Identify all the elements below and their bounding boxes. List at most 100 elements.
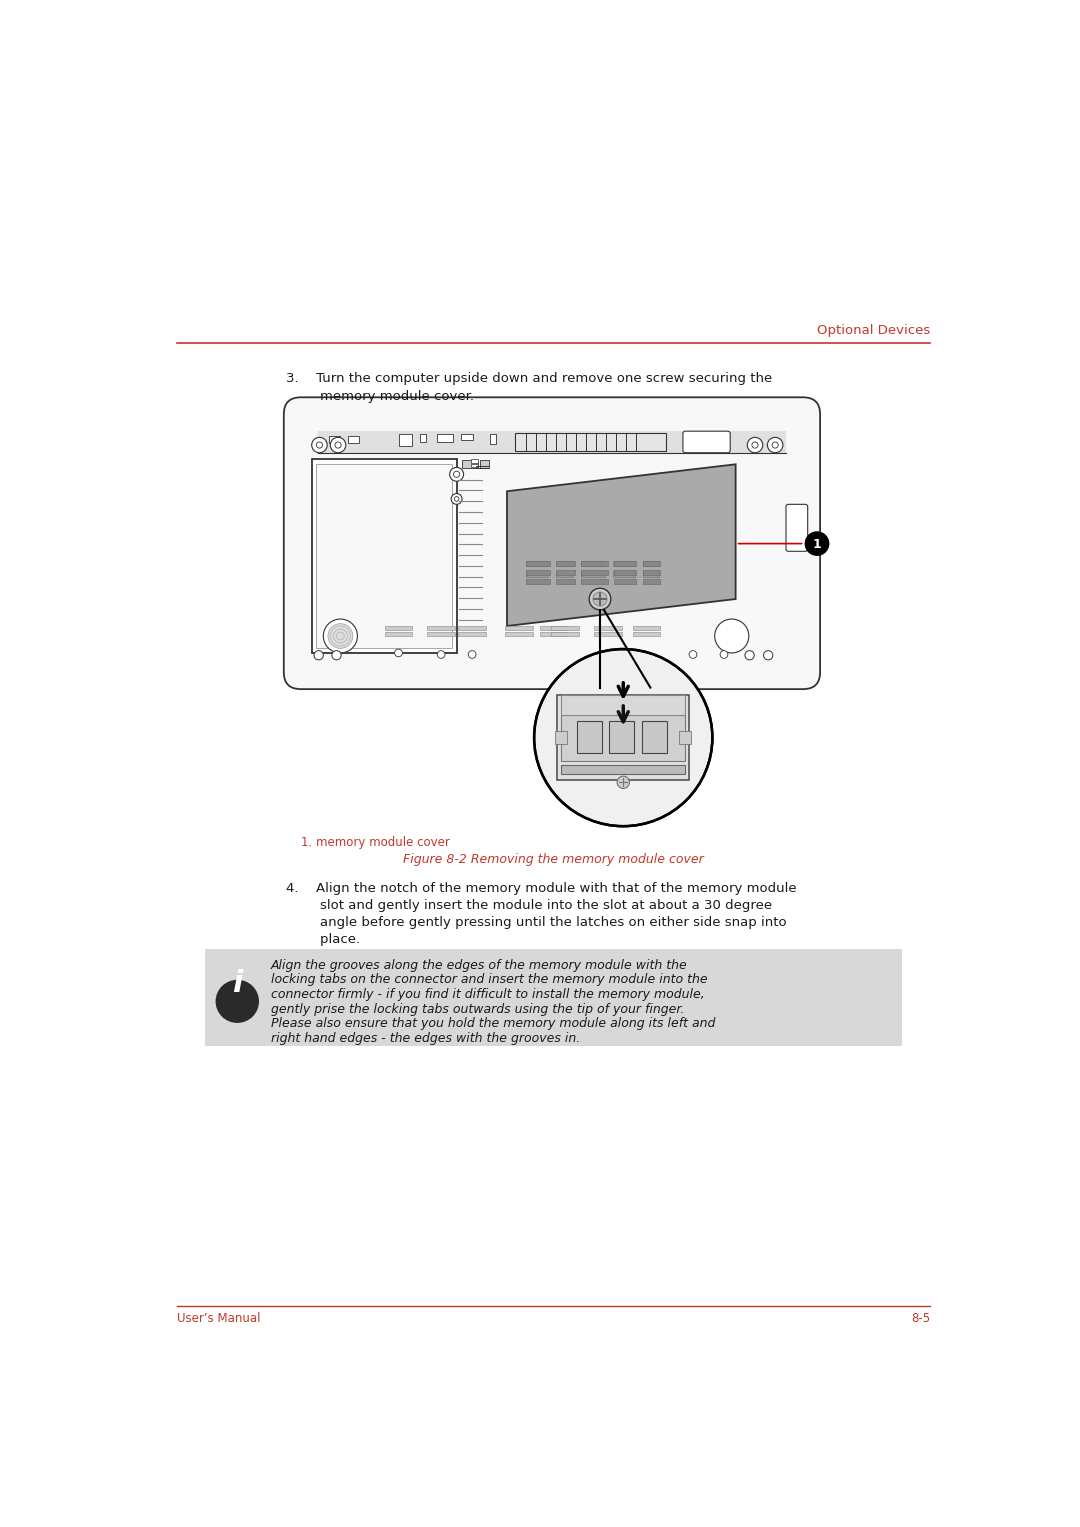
Bar <box>642 721 666 753</box>
Bar <box>526 560 548 567</box>
Bar <box>643 560 661 567</box>
Bar <box>490 434 496 443</box>
Text: slot and gently insert the module into the slot at about a 30 degree: slot and gently insert the module into t… <box>286 899 772 912</box>
Bar <box>581 570 608 576</box>
Circle shape <box>772 441 779 447</box>
Bar <box>556 579 576 585</box>
Text: Please also ensure that you hold the memory module along its left and: Please also ensure that you hold the mem… <box>271 1017 715 1031</box>
Bar <box>460 434 473 440</box>
Bar <box>613 571 635 577</box>
Bar <box>562 695 685 715</box>
Bar <box>420 434 427 441</box>
Bar <box>556 570 576 576</box>
Bar <box>504 626 532 629</box>
Circle shape <box>768 437 783 452</box>
Text: Align the grooves along the edges of the memory module with the: Align the grooves along the edges of the… <box>271 959 687 971</box>
Bar <box>462 461 477 469</box>
Bar <box>480 461 489 469</box>
Bar <box>348 435 359 443</box>
Bar <box>562 765 685 774</box>
Bar <box>643 579 661 585</box>
Circle shape <box>745 651 754 660</box>
Circle shape <box>590 588 611 609</box>
Bar <box>643 560 659 567</box>
Bar <box>633 632 661 637</box>
Polygon shape <box>507 464 735 626</box>
Bar <box>428 626 455 629</box>
Circle shape <box>689 651 697 658</box>
Circle shape <box>314 651 323 660</box>
Bar <box>581 579 608 585</box>
Bar <box>328 435 339 443</box>
Circle shape <box>805 531 829 556</box>
Circle shape <box>216 980 259 1023</box>
Text: 1. memory module cover: 1. memory module cover <box>301 837 449 849</box>
Text: 8-5: 8-5 <box>912 1312 930 1325</box>
Circle shape <box>535 649 713 826</box>
Bar <box>613 560 636 567</box>
Bar <box>613 579 636 585</box>
Text: locking tabs on the connector and insert the memory module into the: locking tabs on the connector and insert… <box>271 973 707 986</box>
Circle shape <box>330 437 346 452</box>
Bar <box>551 626 579 629</box>
Bar <box>555 731 567 744</box>
Circle shape <box>715 618 748 654</box>
Bar <box>581 560 606 567</box>
Bar <box>458 626 486 629</box>
Bar <box>594 632 622 637</box>
Circle shape <box>323 618 357 654</box>
Bar <box>458 632 486 637</box>
Text: 1: 1 <box>812 538 822 551</box>
Bar <box>526 571 548 577</box>
Circle shape <box>455 496 459 501</box>
Circle shape <box>335 441 341 447</box>
Circle shape <box>328 623 353 649</box>
Text: 4.  Align the notch of the memory module with that of the memory module: 4. Align the notch of the memory module … <box>286 883 797 895</box>
Bar <box>556 560 576 567</box>
Text: i: i <box>232 970 243 999</box>
Circle shape <box>720 651 728 658</box>
Text: angle before gently pressing until the latches on either side snap into: angle before gently pressing until the l… <box>286 916 786 930</box>
Bar <box>384 632 413 637</box>
Circle shape <box>593 592 607 606</box>
Bar <box>557 695 689 780</box>
Bar <box>613 570 636 576</box>
Bar <box>556 571 572 577</box>
Bar <box>540 626 567 629</box>
Bar <box>581 571 606 577</box>
Circle shape <box>752 441 758 447</box>
Circle shape <box>454 472 460 478</box>
Bar <box>318 431 786 452</box>
Bar <box>643 571 659 577</box>
Circle shape <box>449 467 463 481</box>
Circle shape <box>451 493 462 504</box>
Bar <box>399 434 413 446</box>
Bar <box>613 560 635 567</box>
Circle shape <box>394 649 403 657</box>
Text: place.: place. <box>286 933 361 947</box>
Bar <box>526 579 550 585</box>
Text: 3.  Turn the computer upside down and remove one screw securing the: 3. Turn the computer upside down and rem… <box>286 373 772 385</box>
Circle shape <box>617 776 630 788</box>
Bar <box>316 464 451 649</box>
Circle shape <box>764 651 773 660</box>
Bar <box>504 632 532 637</box>
Bar <box>526 560 550 567</box>
Text: Figure 8-2 Removing the memory module cover: Figure 8-2 Removing the memory module co… <box>403 854 704 866</box>
Bar <box>562 715 685 760</box>
Text: right hand edges - the edges with the grooves in.: right hand edges - the edges with the gr… <box>271 1032 580 1044</box>
Circle shape <box>469 651 476 658</box>
Text: memory module cover.: memory module cover. <box>286 389 474 403</box>
Text: gently prise the locking tabs outwards using the tip of your finger.: gently prise the locking tabs outwards u… <box>271 1003 684 1015</box>
Bar <box>384 626 413 629</box>
Bar <box>515 432 666 450</box>
FancyBboxPatch shape <box>284 397 820 689</box>
Circle shape <box>437 651 445 658</box>
Bar <box>428 632 455 637</box>
Bar <box>609 721 634 753</box>
Bar <box>679 731 691 744</box>
Bar <box>551 632 579 637</box>
Bar <box>312 460 457 654</box>
Circle shape <box>312 437 327 452</box>
Bar <box>540 632 567 637</box>
